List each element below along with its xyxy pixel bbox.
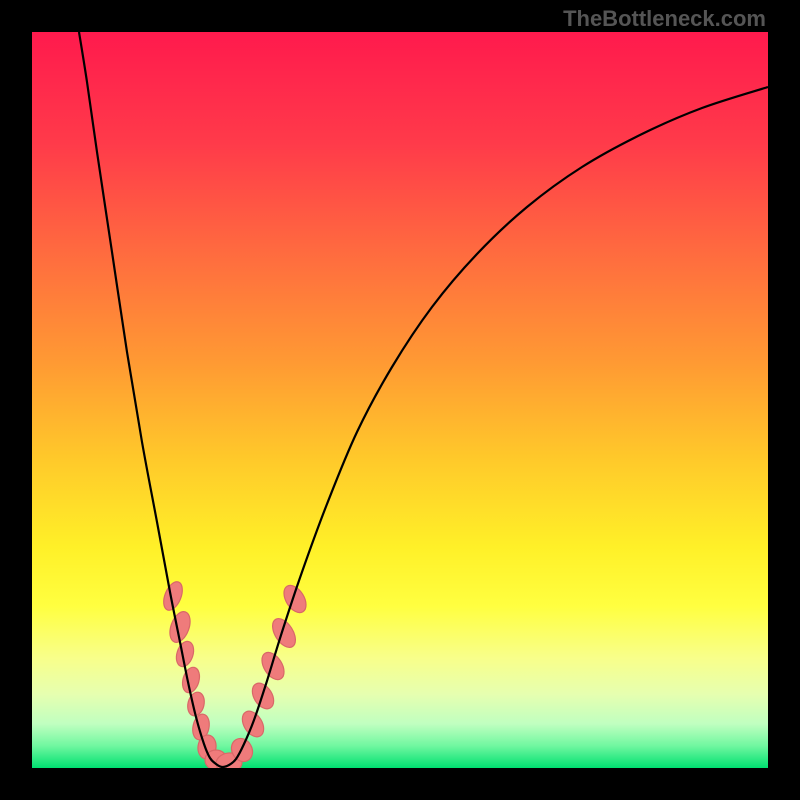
lump xyxy=(257,649,288,684)
bottleneck-curve xyxy=(32,32,768,768)
chart-frame: TheBottleneck.com xyxy=(0,0,800,800)
plot-area xyxy=(32,32,768,768)
lump xyxy=(180,665,203,694)
curve-lumps xyxy=(160,579,311,768)
lump xyxy=(268,615,300,652)
curve-line xyxy=(79,32,768,767)
lump xyxy=(279,582,310,617)
watermark-text: TheBottleneck.com xyxy=(563,6,766,32)
